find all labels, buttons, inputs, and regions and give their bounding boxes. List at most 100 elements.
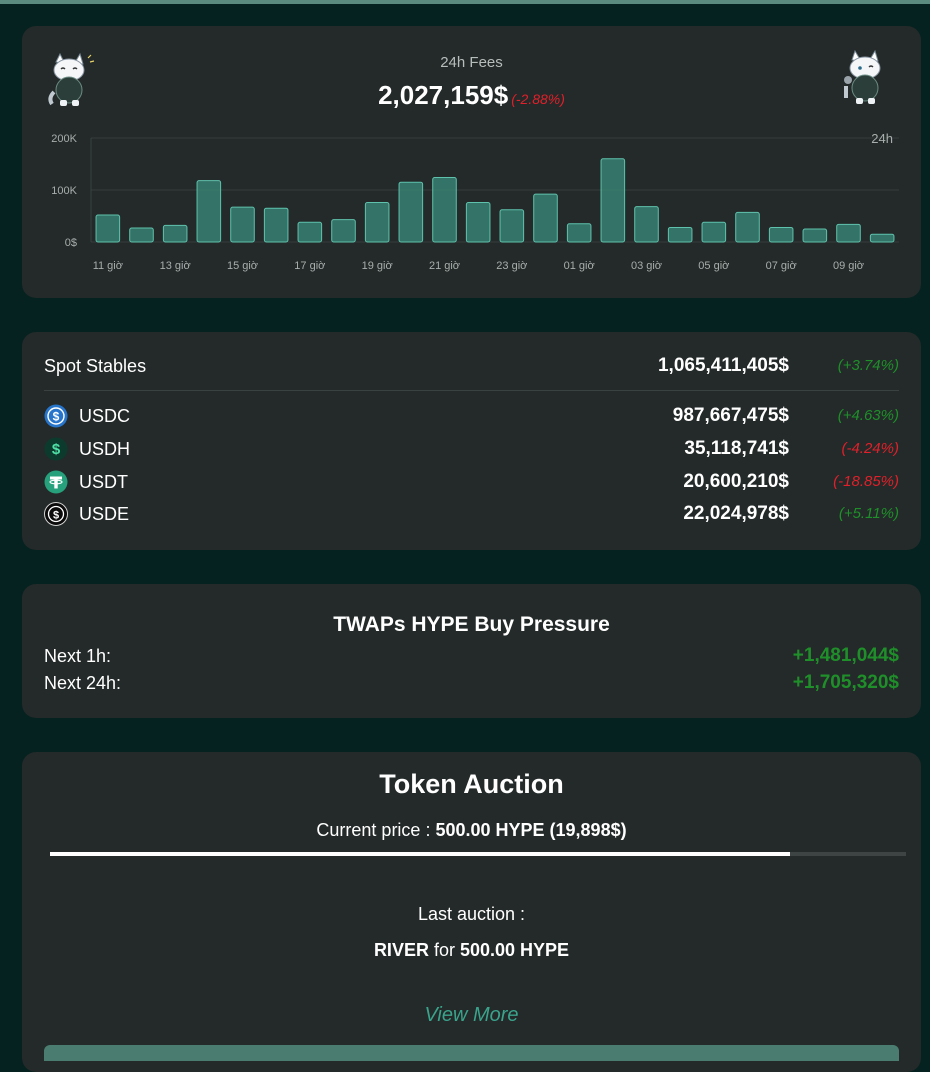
chart-x-tick-label: 17 giờ bbox=[294, 260, 325, 272]
chart-bar[interactable] bbox=[566, 223, 592, 243]
stables-divider bbox=[44, 390, 899, 391]
stable-amount: 22,024,978$ bbox=[683, 503, 789, 524]
chart-gridlines bbox=[90, 137, 899, 243]
chart-x-tick-label: 13 giờ bbox=[160, 260, 191, 272]
last-auction-label: Last auction : bbox=[417, 904, 526, 924]
stable-row-usde: $ USDE 22,024,978$ (+5.11%) bbox=[44, 500, 899, 528]
top-accent-line bbox=[0, 0, 930, 4]
stable-row-usdt: USDT 20,600,210$ (-18.85%) bbox=[44, 468, 899, 496]
chart-period-label: 24h bbox=[871, 131, 893, 146]
chart-bar[interactable] bbox=[499, 209, 525, 243]
stable-name: USDT bbox=[79, 472, 128, 492]
fees-bar-chart: 0$ 100K 200K 11 giờ 13 giờ 15 giờ 17 giờ 19 gi… bbox=[51, 131, 899, 272]
twap-next-24h-row: Next 24h: +1,705,320$ bbox=[44, 671, 899, 697]
chart-x-tick-label: 07 giờ bbox=[766, 260, 797, 272]
last-auction-amount: 500.00 HYPE bbox=[459, 940, 570, 960]
stables-title: Spot Stables bbox=[44, 356, 147, 376]
chart-x-tick-label: 15 giờ bbox=[227, 260, 258, 272]
twap-card: TWAPs HYPE Buy Pressure Next 1h: +1,481,… bbox=[22, 584, 921, 718]
fees-value: 2,027,159$ bbox=[378, 80, 509, 110]
svg-text:$: $ bbox=[52, 441, 61, 458]
last-auction-line: RIVER for 500.00 HYPE bbox=[22, 940, 921, 961]
chart-bar[interactable] bbox=[667, 226, 693, 243]
auction-card: Token Auction Current price : 500.00 HYP… bbox=[22, 752, 921, 1072]
chart-x-tick-label: 21 giờ bbox=[429, 260, 460, 272]
chart-bar[interactable] bbox=[263, 207, 289, 243]
usdt-icon bbox=[44, 470, 68, 494]
bottom-action-bar[interactable] bbox=[44, 1045, 899, 1061]
auction-progress-fill bbox=[50, 852, 790, 856]
chart-y-tick-label: 200K bbox=[51, 133, 77, 145]
stable-change: (+5.11%) bbox=[838, 505, 899, 522]
chart-bar[interactable] bbox=[230, 206, 255, 243]
chart-y-tick-label: 100K bbox=[51, 185, 77, 197]
chart-bar[interactable] bbox=[533, 193, 558, 243]
chart-bar[interactable] bbox=[432, 177, 457, 243]
usde-icon: $ bbox=[44, 502, 68, 526]
chart-bar[interactable] bbox=[95, 214, 121, 243]
chart-bar[interactable] bbox=[869, 233, 895, 243]
chart-bar[interactable] bbox=[735, 211, 760, 243]
stable-change: (-4.24%) bbox=[841, 440, 899, 457]
chart-y-tick-label: 0$ bbox=[65, 237, 77, 249]
fees-value-row: 2,027,159$ (-2.88%) bbox=[22, 80, 921, 111]
chart-bar[interactable] bbox=[802, 228, 828, 243]
usdc-icon: $ bbox=[44, 404, 68, 428]
cat-mascot-left-icon bbox=[48, 52, 95, 106]
chart-bar[interactable] bbox=[398, 181, 424, 243]
chart-x-tick-label: 11 giờ bbox=[93, 260, 123, 272]
chart-bar[interactable] bbox=[836, 223, 861, 243]
chart-x-tick-label: 19 giờ bbox=[362, 260, 393, 272]
last-auction-for: for bbox=[428, 940, 460, 960]
twap-next-24h-value: +1,705,320$ bbox=[792, 672, 899, 693]
chart-bar[interactable] bbox=[768, 226, 794, 243]
fees-title: 24h Fees bbox=[440, 54, 503, 71]
stable-change: (-18.85%) bbox=[833, 473, 899, 490]
twap-next-1h-row: Next 1h: +1,481,044$ bbox=[44, 644, 899, 670]
chart-bar[interactable] bbox=[634, 206, 659, 243]
last-auction-token: RIVER bbox=[373, 940, 429, 960]
twap-title: TWAPs HYPE Buy Pressure bbox=[333, 613, 610, 636]
stables-total-change: (+3.74%) bbox=[837, 357, 899, 374]
auction-price-value: 500.00 HYPE (19,898$) bbox=[435, 820, 627, 840]
stable-amount: 20,600,210$ bbox=[683, 471, 789, 492]
stable-name: USDH bbox=[79, 439, 131, 459]
chart-bar[interactable] bbox=[196, 180, 222, 243]
chart-bar[interactable] bbox=[331, 219, 356, 243]
chart-x-tick-label: 01 giờ bbox=[564, 260, 595, 272]
stables-total-row: Spot Stables 1,065,411,405$ (+3.74%) bbox=[44, 352, 899, 380]
chart-bar[interactable] bbox=[600, 158, 626, 243]
chart-x-tick-label: 09 giờ bbox=[833, 260, 864, 272]
chart-bar[interactable] bbox=[465, 201, 491, 243]
chart-bar[interactable] bbox=[364, 201, 390, 243]
chart-bar[interactable] bbox=[129, 227, 154, 243]
stable-amount: 35,118,741$ bbox=[684, 438, 789, 459]
fees-change: (-2.88%) bbox=[511, 91, 565, 107]
stables-total-amount: 1,065,411,405$ bbox=[657, 355, 789, 376]
chart-bar[interactable] bbox=[701, 221, 727, 243]
chart-x-ticks: 11 giờ 13 giờ 15 giờ 17 giờ 19 giờ 21 giờ 23 g… bbox=[93, 260, 864, 272]
chart-y-ticks: 0$ 100K 200K bbox=[51, 133, 77, 249]
twap-next-1h-label: Next 1h: bbox=[44, 646, 112, 666]
chart-bars bbox=[95, 158, 895, 243]
stables-card: Spot Stables 1,065,411,405$ (+3.74%) $ U… bbox=[22, 332, 921, 550]
cat-mascot-right-icon bbox=[844, 50, 881, 104]
stable-change: (+4.63%) bbox=[837, 407, 899, 424]
chart-x-tick-label: 23 giờ bbox=[496, 260, 527, 272]
chart-x-tick-label: 05 giờ bbox=[698, 260, 729, 272]
auction-progress-track bbox=[50, 852, 906, 856]
stable-row-usdh: $ USDH 35,118,741$ (-4.24%) bbox=[44, 435, 899, 463]
stable-amount: 987,667,475$ bbox=[672, 405, 789, 426]
fees-card: 24h Fees 2,027,159$ (-2.88%) 0$ 100K 200K 1… bbox=[22, 26, 921, 298]
auction-title: Token Auction bbox=[379, 769, 564, 799]
stable-name: USDC bbox=[79, 406, 131, 426]
stable-row-usdc: $ USDC 987,667,475$ (+4.63%) bbox=[44, 402, 899, 430]
auction-price-label: Current price : bbox=[316, 820, 436, 840]
svg-text:$: $ bbox=[53, 410, 60, 424]
chart-bar[interactable] bbox=[297, 221, 323, 243]
chart-x-tick-label: 03 giờ bbox=[631, 260, 662, 272]
view-more-link[interactable]: View More bbox=[424, 1004, 519, 1026]
chart-bar[interactable] bbox=[162, 224, 188, 243]
twap-next-24h-label: Next 24h: bbox=[44, 673, 122, 693]
stable-name: USDE bbox=[79, 504, 130, 524]
